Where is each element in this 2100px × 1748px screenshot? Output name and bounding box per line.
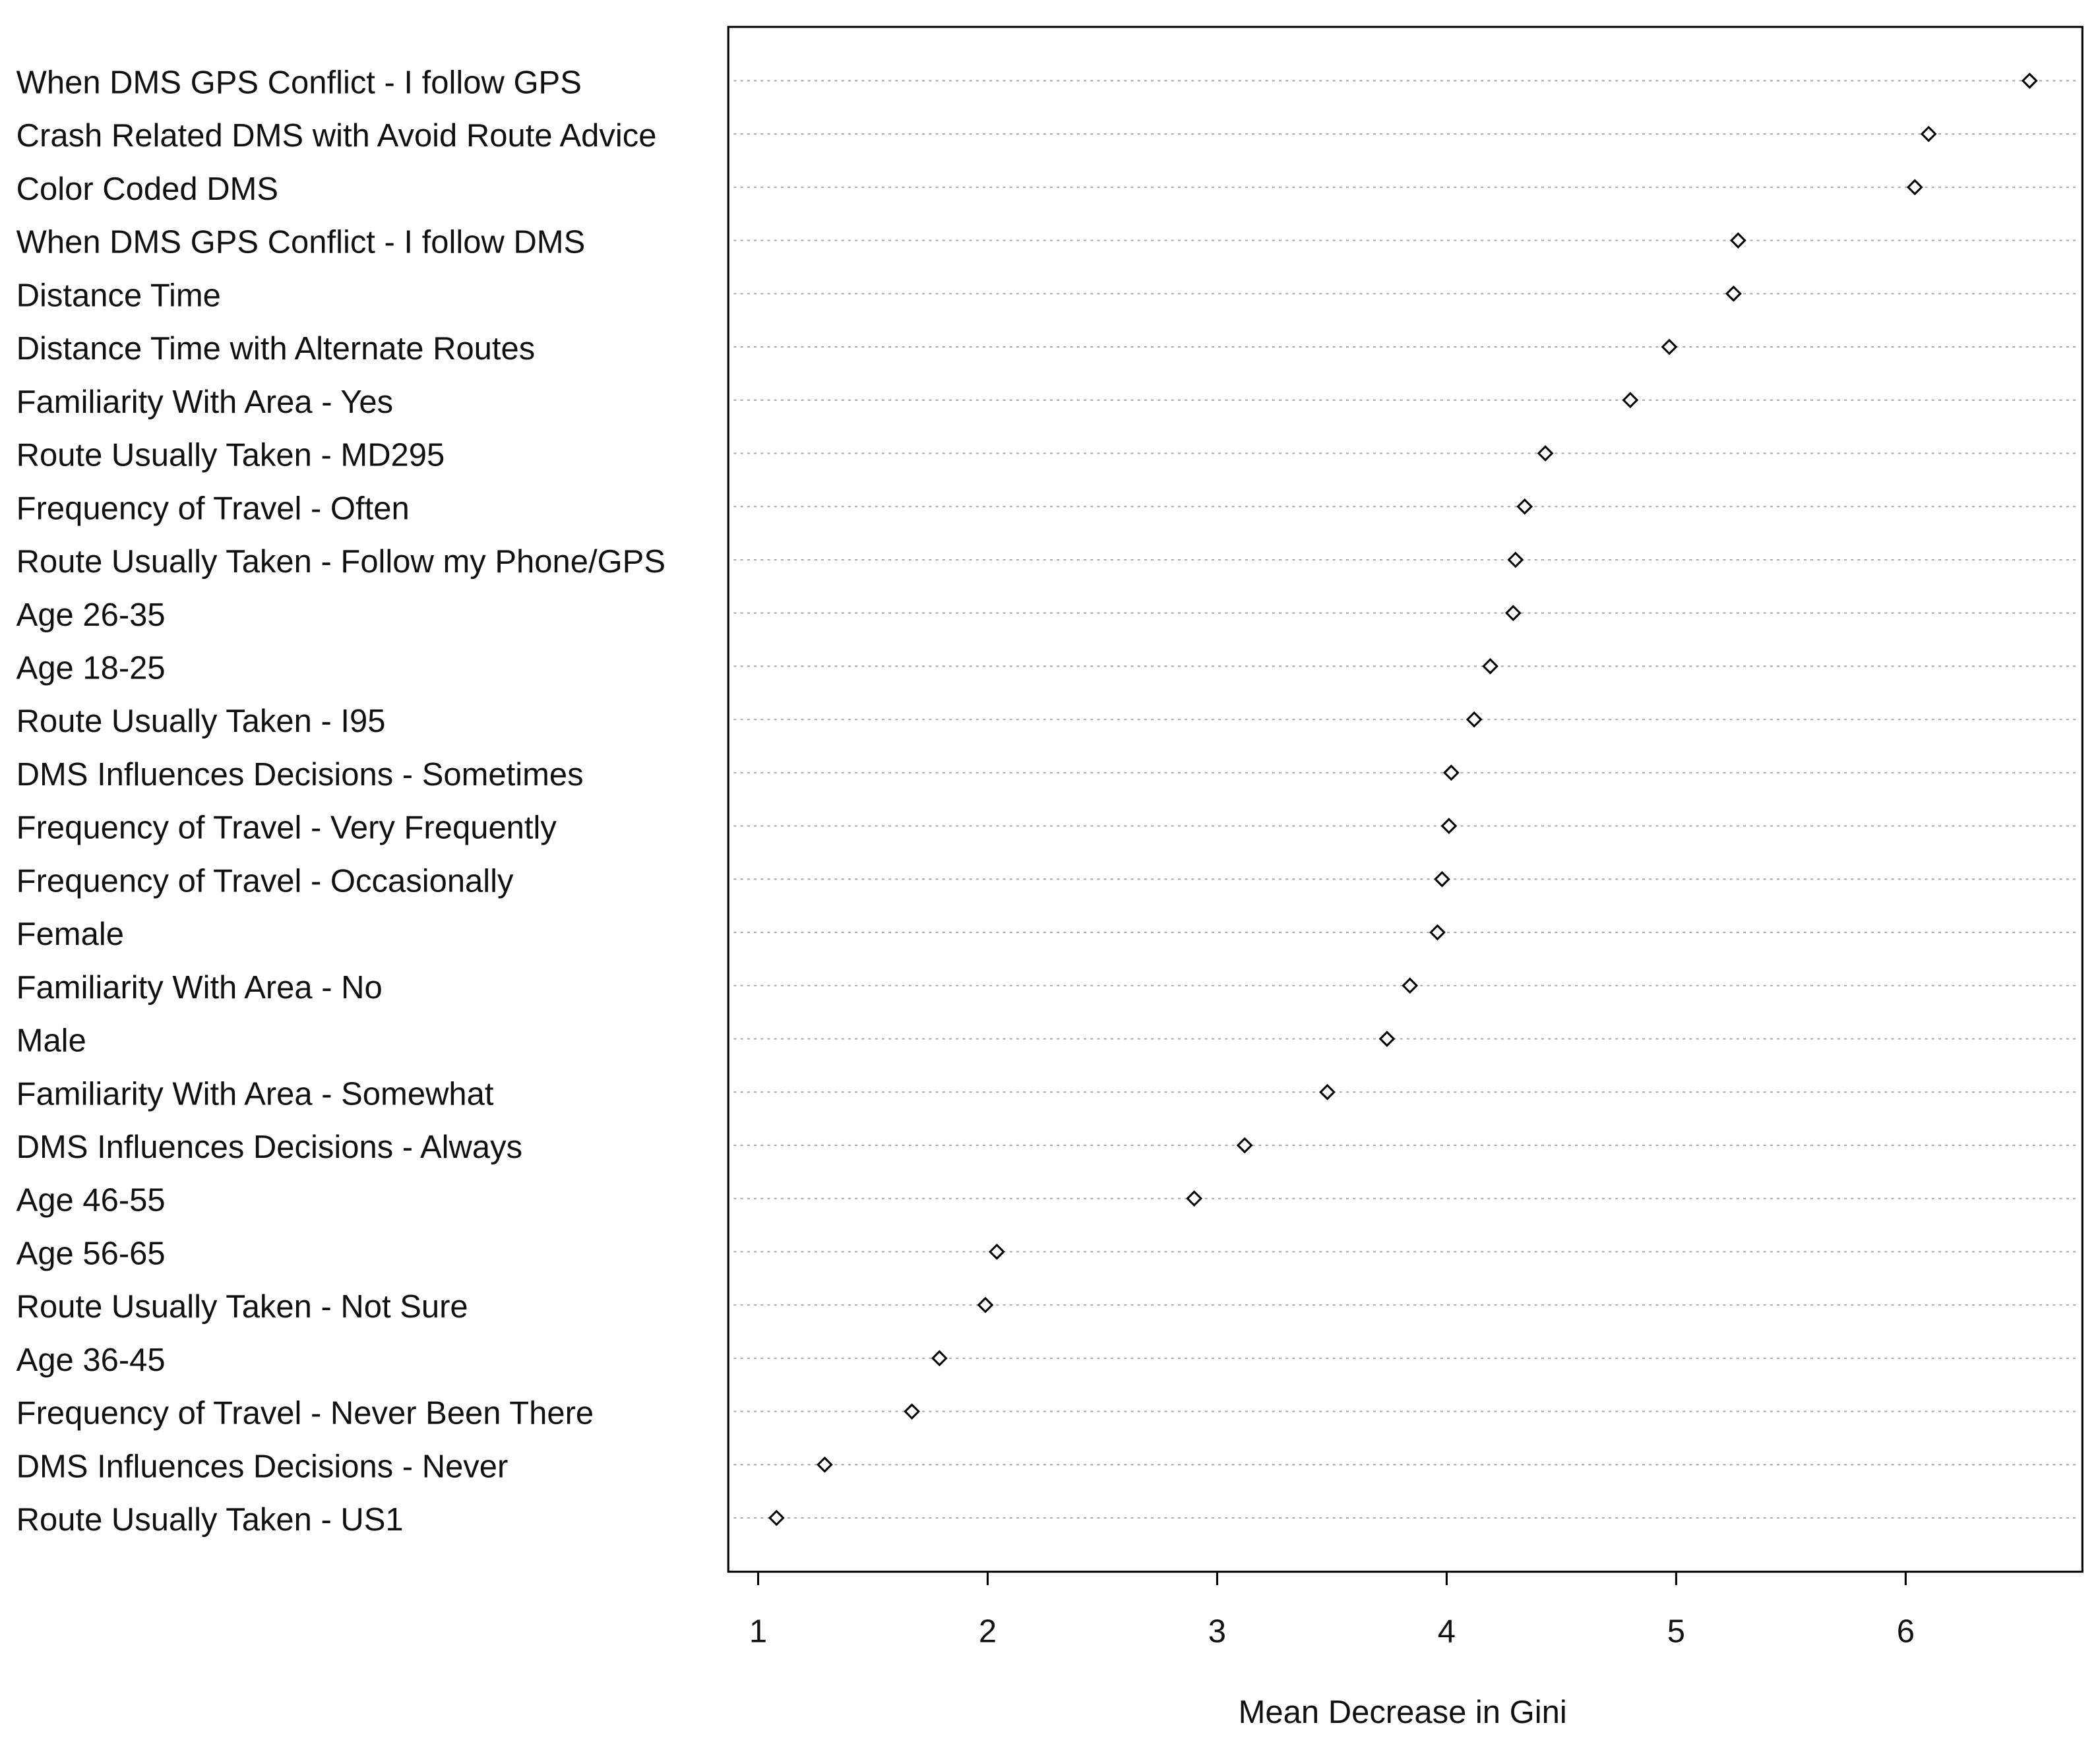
dot xyxy=(1429,924,1446,941)
y-tick-label: Frequency of Travel - Occasionally xyxy=(16,863,514,899)
y-tick-label: When DMS GPS Conflict - I follow GPS xyxy=(16,65,582,101)
y-tick-label: Route Usually Taken - MD295 xyxy=(16,438,445,473)
y-tick-label: Crash Related DMS with Avoid Route Advic… xyxy=(16,118,657,154)
y-tick-label: Age 36-45 xyxy=(16,1342,166,1378)
dot xyxy=(1186,1190,1203,1207)
dot xyxy=(1906,179,1923,196)
y-tick-label: Age 26-35 xyxy=(16,597,166,633)
y-tick-label: Route Usually Taken - I95 xyxy=(16,704,386,739)
y-tick-label: Distance Time with Alternate Routes xyxy=(16,331,536,367)
x-tick-label: 3 xyxy=(1208,1613,1226,1649)
dot xyxy=(1537,445,1554,462)
dot xyxy=(1729,232,1746,249)
y-tick-label: Familiarity With Area - No xyxy=(16,970,383,1006)
y-tick-label: Distance Time xyxy=(16,278,221,313)
dot xyxy=(904,1403,920,1420)
dot xyxy=(1378,1031,1396,1047)
y-tick-label: Frequency of Travel - Never Been There xyxy=(16,1396,594,1432)
y-tick-label: Familiarity With Area - Somewhat xyxy=(16,1076,494,1112)
dot xyxy=(1440,818,1458,834)
dot xyxy=(1920,125,1937,142)
dot xyxy=(768,1509,785,1526)
x-tick-label: 1 xyxy=(749,1613,767,1649)
y-tick-label: Frequency of Travel - Often xyxy=(16,491,410,526)
y-tick-label: DMS Influences Decisions - Always xyxy=(16,1130,522,1165)
dot xyxy=(817,1456,833,1473)
y-tick-label: Route Usually Taken - US1 xyxy=(16,1502,404,1538)
dot xyxy=(1661,338,1678,355)
dot xyxy=(989,1244,1005,1260)
dot xyxy=(1236,1137,1253,1154)
dot xyxy=(1466,711,1483,728)
y-tick-label: When DMS GPS Conflict - I follow DMS xyxy=(16,225,586,260)
y-tick-label: DMS Influences Decisions - Sometimes xyxy=(16,757,584,793)
y-tick-label: Age 46-55 xyxy=(16,1183,166,1219)
dot xyxy=(931,1350,948,1367)
y-tick-label: Age 56-65 xyxy=(16,1236,166,1271)
dot xyxy=(1482,658,1498,675)
dot xyxy=(1402,977,1419,994)
y-tick-label: Age 18-25 xyxy=(16,650,166,686)
y-tick-label: Route Usually Taken - Not Sure xyxy=(16,1289,468,1325)
y-tick-label: Color Coded DMS xyxy=(16,171,278,207)
dot xyxy=(1442,764,1460,781)
y-tick-label: Female xyxy=(16,917,124,952)
x-tick-label: 4 xyxy=(1438,1613,1456,1649)
x-tick-label: 5 xyxy=(1667,1613,1685,1649)
dot xyxy=(1725,285,1742,302)
dot xyxy=(1516,498,1533,515)
dot xyxy=(977,1296,994,1313)
y-tick-label: DMS Influences Decisions - Never xyxy=(16,1449,509,1484)
y-tick-label: Familiarity With Area - Yes xyxy=(16,384,394,420)
dot xyxy=(1434,870,1450,888)
dot xyxy=(2021,73,2038,89)
x-axis-label: Mean Decrease in Gini xyxy=(1239,1695,1567,1730)
dot xyxy=(1319,1083,1336,1100)
x-tick-label: 2 xyxy=(979,1613,997,1649)
x-tick-label: 6 xyxy=(1897,1613,1915,1649)
dot xyxy=(1504,605,1522,622)
y-tick-label: Frequency of Travel - Very Frequently xyxy=(16,810,557,846)
y-tick-label: Route Usually Taken - Follow my Phone/GP… xyxy=(16,544,665,580)
dot xyxy=(1622,392,1639,409)
dot xyxy=(1507,551,1524,568)
y-tick-label: Male xyxy=(16,1023,86,1059)
plot-frame xyxy=(727,26,2084,1573)
